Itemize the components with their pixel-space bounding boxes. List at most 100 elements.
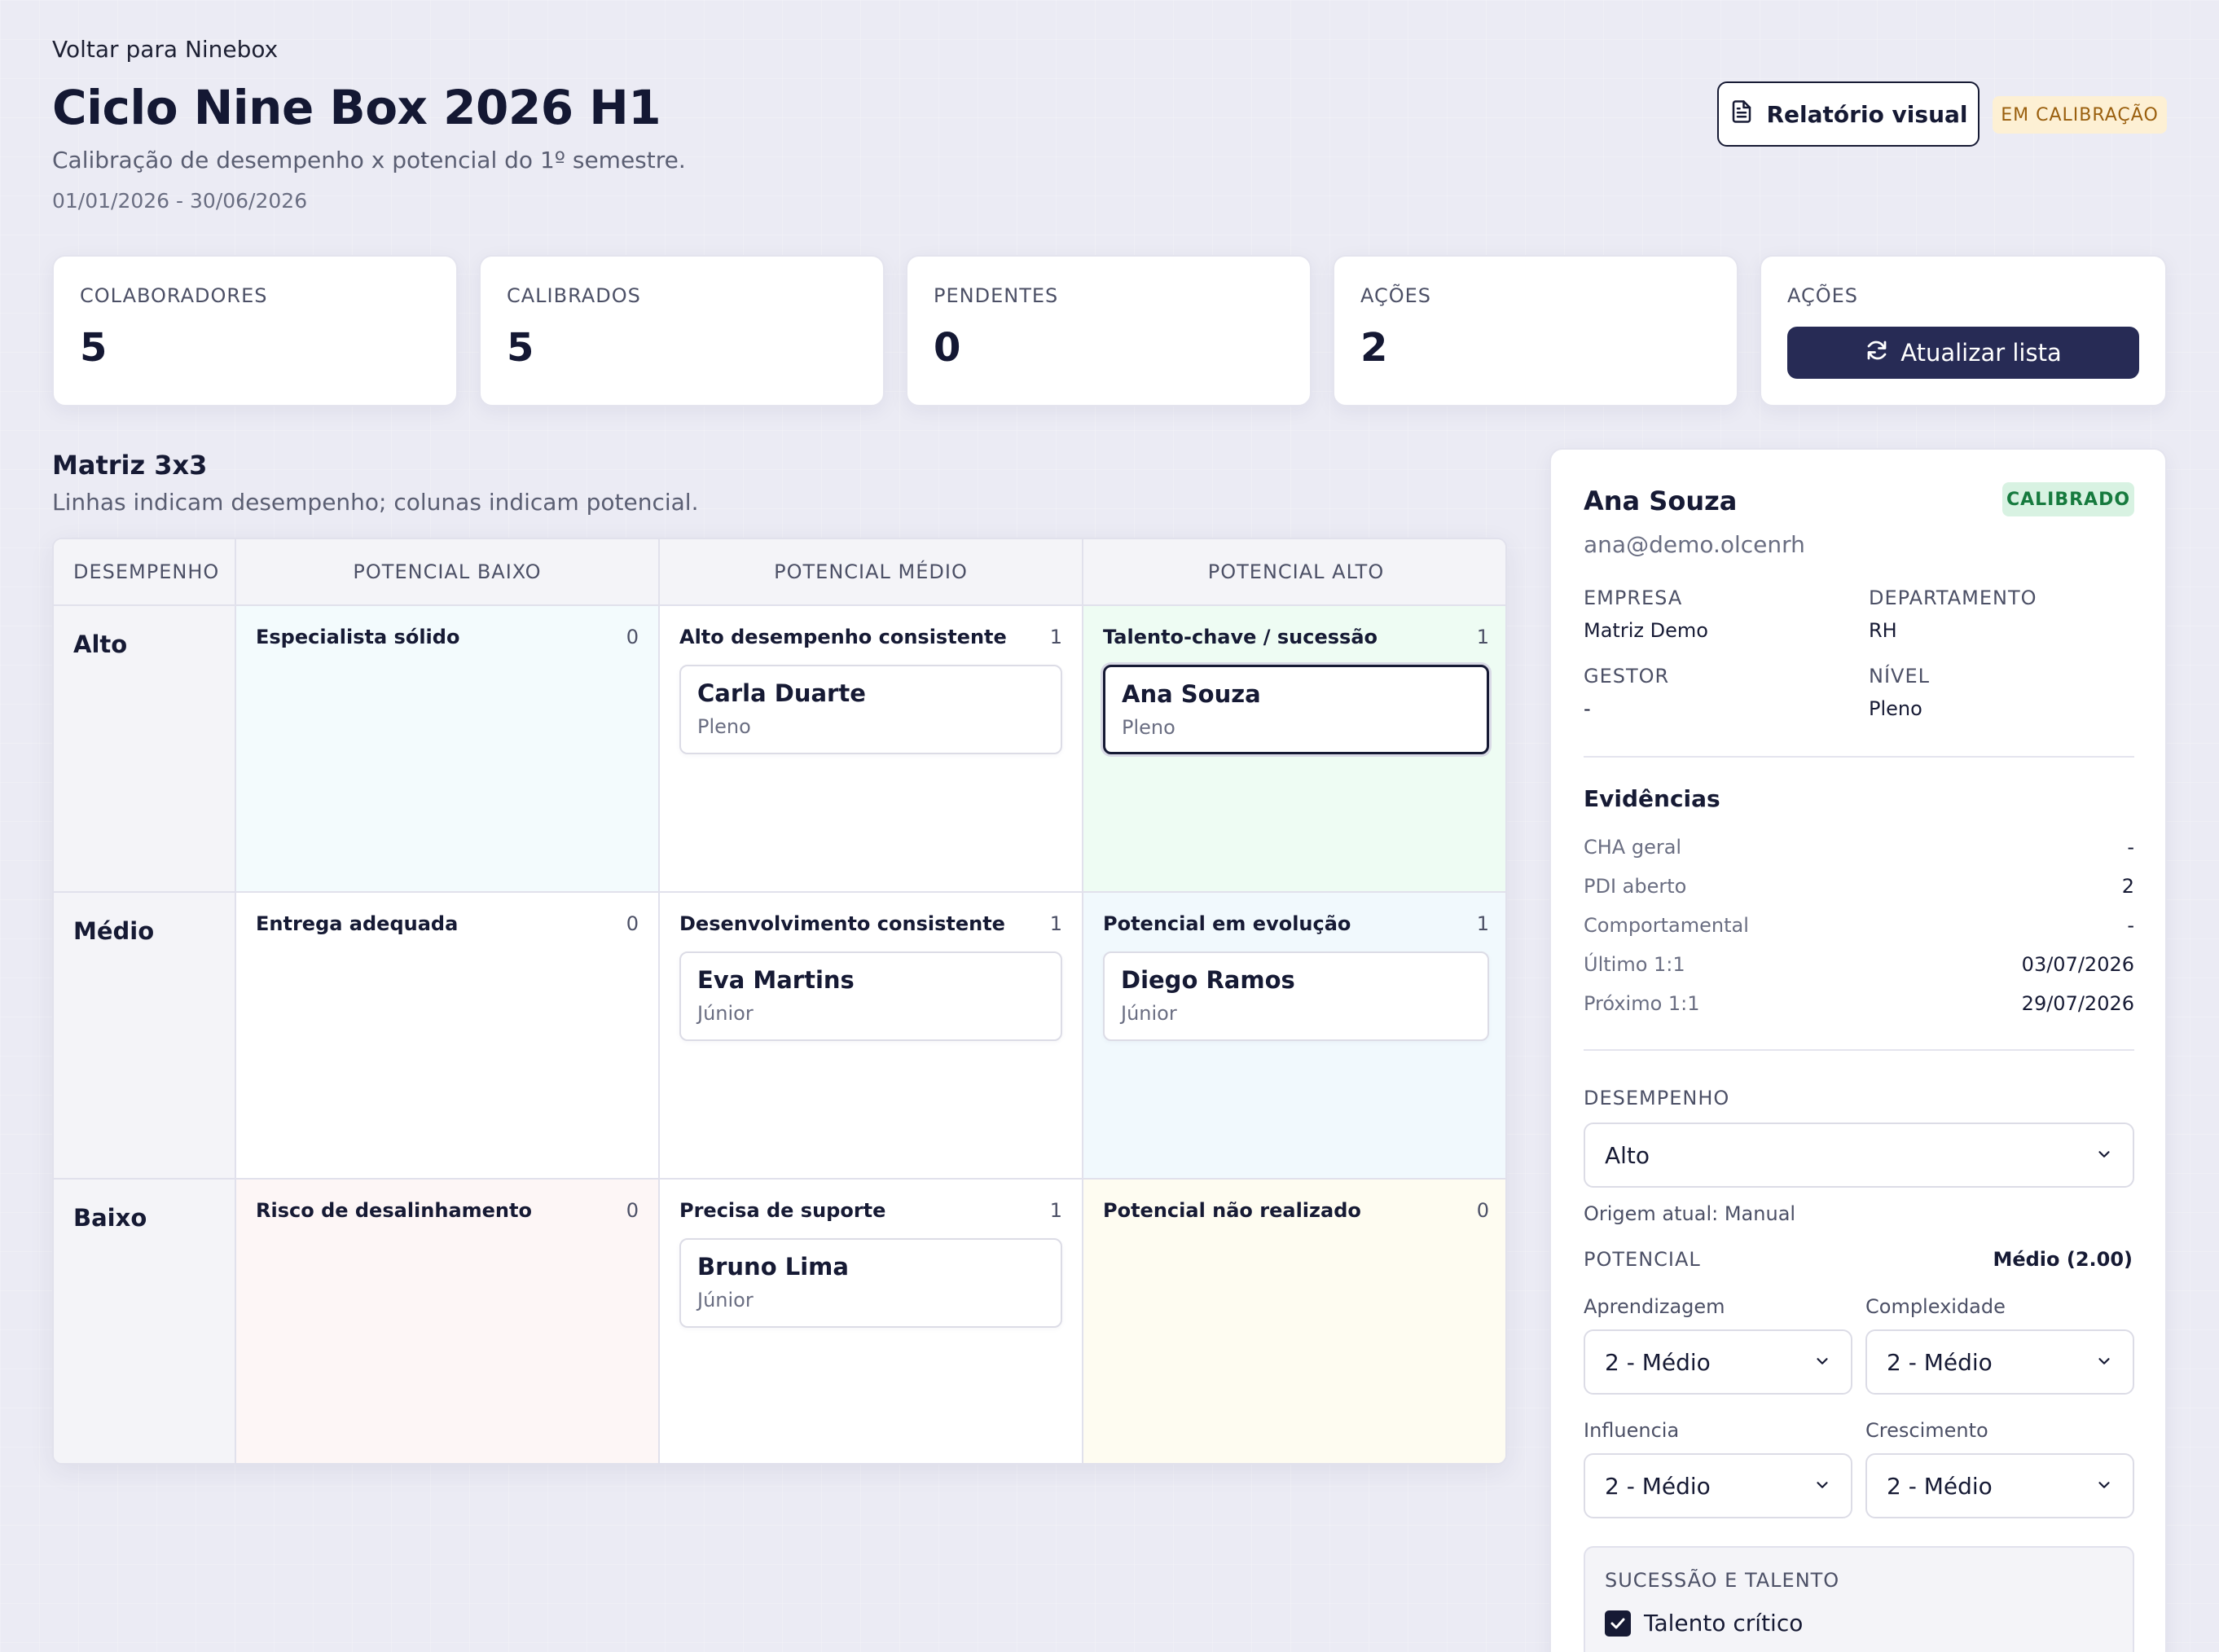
cell-count: 1 [1049, 1199, 1062, 1222]
person-card-bruno-lima[interactable]: Bruno Lima Júnior [679, 1238, 1062, 1328]
stat-value: 5 [80, 325, 108, 371]
critical-talent-checkbox-row[interactable]: Talento crítico [1605, 1610, 2113, 1637]
select-value: 2 - Médio [1605, 1348, 1711, 1376]
status-badge: EM CALIBRAÇÃO [1993, 96, 2167, 134]
field-label: GESTOR [1584, 665, 1670, 688]
evidence-row: CHA geral - [1584, 836, 2134, 859]
stat-card-colaboradores: COLABORADORES 5 [52, 255, 458, 406]
cell-title: Potencial não realizado [1103, 1199, 1361, 1222]
stat-label: COLABORADORES [80, 284, 268, 307]
row-label-baixo: Baixo [54, 1180, 236, 1463]
cell-count: 0 [626, 626, 639, 648]
person-name: Bruno Lima [697, 1253, 849, 1281]
stat-card-calibrados: CALIBRADOS 5 [479, 255, 885, 406]
cell-count: 0 [1476, 1199, 1489, 1222]
divider [1584, 756, 2134, 758]
crescimento-label: Crescimento [1865, 1419, 1988, 1442]
stat-value: 2 [1360, 325, 1388, 371]
divider [1584, 1049, 2134, 1051]
cell-title: Desenvolvimento consistente [679, 912, 1005, 935]
visual-report-label: Relatório visual [1766, 100, 1968, 128]
field-value: RH [1869, 619, 1897, 642]
crescimento-select[interactable]: 2 - Médio [1865, 1453, 2134, 1518]
evidence-title: Evidências [1584, 785, 1720, 812]
cell-baixo-medio[interactable]: Precisa de suporte 1 Bruno Lima Júnior [660, 1180, 1083, 1463]
chevron-down-icon [2095, 1142, 2113, 1169]
talent-section-title: SUCESSÃO E TALENTO [1605, 1569, 1840, 1592]
influencia-select[interactable]: 2 - Médio [1584, 1453, 1852, 1518]
select-value: 2 - Médio [1887, 1472, 1993, 1500]
refresh-icon [1865, 338, 1889, 368]
evidence-value: 29/07/2026 [2021, 992, 2134, 1015]
header-potencial-alto: POTENCIAL ALTO [1207, 560, 1385, 583]
page-subtitle: Calibração de desempenho x potencial do … [52, 147, 686, 174]
cell-count: 1 [1049, 626, 1062, 648]
chevron-down-icon [1813, 1349, 1831, 1376]
field-nivel: NÍVEL Pleno [1869, 665, 1930, 720]
cell-title: Especialista sólido [256, 626, 460, 648]
cell-medio-medio[interactable]: Desenvolvimento consistente 1 Eva Martins… [660, 893, 1083, 1180]
person-name: Carla Duarte [697, 679, 866, 707]
employee-name: Ana Souza [1584, 485, 1738, 516]
critical-talent-label: Talento crítico [1644, 1610, 1804, 1637]
select-value: 2 - Médio [1605, 1472, 1711, 1500]
field-empresa: EMPRESA Matriz Demo [1584, 587, 1708, 642]
person-card-diego-ramos[interactable]: Diego Ramos Júnior [1103, 951, 1489, 1041]
cell-baixo-baixo[interactable]: Risco de desalinhamento 0 [236, 1180, 660, 1463]
evidence-value: - [2127, 914, 2134, 937]
back-link[interactable]: Voltar para Ninebox [52, 36, 279, 63]
cell-medio-baixo[interactable]: Entrega adequada 0 [236, 893, 660, 1180]
desempenho-select[interactable]: Alto [1584, 1123, 2134, 1188]
chevron-down-icon [2095, 1473, 2113, 1500]
matrix-subtitle: Linhas indicam desempenho; colunas indic… [52, 489, 699, 516]
cell-baixo-alto[interactable]: Potencial não realizado 0 [1083, 1180, 1505, 1463]
field-departamento: DEPARTAMENTO RH [1869, 587, 2037, 642]
actions-card: AÇÕES Atualizar lista [1760, 255, 2167, 406]
person-card-eva-martins[interactable]: Eva Martins Júnior [679, 951, 1062, 1041]
stat-card-pendentes: PENDENTES 0 [906, 255, 1312, 406]
aprendizagem-select[interactable]: 2 - Médio [1584, 1329, 1852, 1395]
person-level: Júnior [697, 1289, 754, 1311]
refresh-label: Atualizar lista [1900, 339, 2062, 367]
row-label-medio: Médio [54, 893, 236, 1180]
refresh-list-button[interactable]: Atualizar lista [1787, 327, 2139, 379]
evidence-row: PDI aberto 2 [1584, 875, 2134, 898]
desempenho-label: DESEMPENHO [1584, 1087, 1730, 1109]
complexidade-select[interactable]: 2 - Médio [1865, 1329, 2134, 1395]
cell-alto-alto[interactable]: Talento-chave / sucessão 1 Ana Souza Plen… [1083, 606, 1505, 893]
person-level: Júnior [1121, 1002, 1177, 1025]
cell-title: Risco de desalinhamento [256, 1199, 532, 1222]
header-potencial-baixo: POTENCIAL BAIXO [236, 539, 660, 604]
cell-count: 1 [1476, 626, 1489, 648]
document-icon [1729, 99, 1754, 130]
cell-alto-baixo[interactable]: Especialista sólido 0 [236, 606, 660, 893]
person-card-carla-duarte[interactable]: Carla Duarte Pleno [679, 665, 1062, 754]
person-card-ana-souza[interactable]: Ana Souza Pleno [1103, 665, 1489, 754]
person-name: Eva Martins [697, 966, 855, 994]
checkbox-checked-icon[interactable] [1605, 1610, 1631, 1637]
stat-label: AÇÕES [1360, 284, 1432, 307]
cell-title: Alto desempenho consistente [679, 626, 1007, 648]
succession-talent-box: SUCESSÃO E TALENTO Talento crítico [1584, 1546, 2134, 1652]
field-label: EMPRESA [1584, 587, 1683, 609]
cell-count: 0 [626, 912, 639, 935]
person-level: Pleno [697, 715, 751, 738]
cell-count: 0 [626, 1199, 639, 1222]
person-name: Ana Souza [1122, 680, 1261, 708]
cell-alto-medio[interactable]: Alto desempenho consistente 1 Carla Duart… [660, 606, 1083, 893]
visual-report-button[interactable]: Relatório visual [1717, 81, 1980, 147]
person-level: Pleno [1122, 716, 1175, 739]
person-name: Diego Ramos [1121, 966, 1295, 994]
field-value: Matriz Demo [1584, 619, 1708, 642]
cell-count: 1 [1049, 912, 1062, 935]
chevron-down-icon [1813, 1473, 1831, 1500]
field-value: - [1584, 697, 1591, 720]
cell-medio-alto[interactable]: Potencial em evolução 1 Diego Ramos Júnio… [1083, 893, 1505, 1180]
evidence-row: Último 1:1 03/07/2026 [1584, 953, 2134, 976]
cycle-dates: 01/01/2026 - 30/06/2026 [52, 189, 308, 213]
evidence-label: Último 1:1 [1584, 953, 1685, 976]
stat-value: 0 [934, 325, 961, 371]
employee-detail-panel: Ana Souza CALIBRADO ana@demo.olcenrh EMP… [1549, 448, 2167, 1652]
evidence-value: 2 [2121, 875, 2134, 898]
matrix-title: Matriz 3x3 [52, 450, 208, 481]
